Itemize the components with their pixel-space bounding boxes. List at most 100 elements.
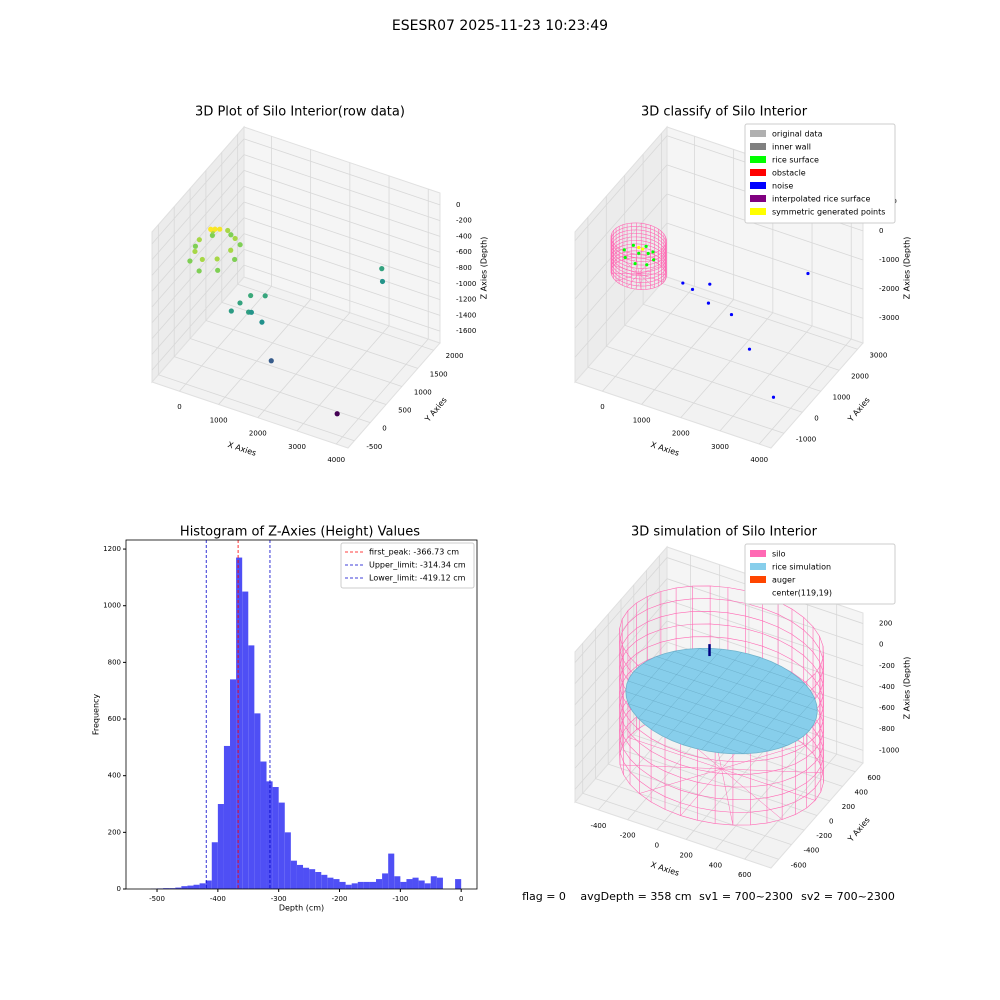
grid-line [243,264,441,332]
bar [199,883,206,889]
bar [187,885,194,889]
bar [303,867,310,889]
bar [193,884,200,889]
bar [260,761,267,889]
bar [163,888,170,889]
data-point [237,300,243,306]
grid-line [574,578,668,684]
y-axis-label: Y Axies [423,396,449,425]
rice-mesh [674,651,815,699]
grid-line [257,312,351,418]
bar [169,888,176,889]
z-tick-label: -1000 [879,746,899,754]
data-point [192,243,199,249]
x-tick-label: 3000 [711,443,729,451]
x-tick-label: -100 [392,895,408,903]
grid-line [608,763,805,831]
legend-label: original data [772,130,823,139]
grid-line [179,285,272,392]
grid-line [666,599,864,667]
z-tick-label: -200 [456,217,472,225]
grid-line [243,233,441,300]
legend-swatch [750,576,766,583]
z-tick-label: -1000 [879,256,899,264]
grid-line [574,164,668,271]
x-tick-label: -200 [620,832,636,840]
legend-swatch [750,169,766,176]
x-tick-label: 4000 [750,456,768,464]
legend-label: inner wall [772,143,811,152]
y-tick-label: 2000 [851,372,869,380]
bar [394,876,401,889]
x-axis-label: X Axies [227,440,258,458]
grid-line [151,138,245,245]
x-tick-label: 200 [679,851,692,859]
y-tick-label: 800 [108,658,121,666]
y-tick-label: 0 [829,818,833,826]
legend-box [744,543,896,605]
data-point [334,411,340,417]
legend-swatch [750,208,766,215]
data-point [622,248,626,252]
grid-line [633,734,830,802]
x-axis-label: X Axies [650,860,681,878]
data-point [690,287,695,292]
legend-label: interpolated rice surface [772,195,870,204]
data-point [637,251,641,255]
silo-wireframe [636,257,639,274]
grid-line [243,170,441,237]
data-point [225,227,231,234]
data-point [232,256,238,263]
y-tick-label: 600 [108,715,121,723]
data-point [747,347,752,351]
z-tick-label: -400 [456,232,472,240]
chart-title: 3D simulation of Silo Interior [631,525,818,540]
data-point [212,226,218,232]
y-tick-label: -1000 [796,435,816,443]
bar [242,591,249,889]
bar [248,645,255,889]
z-tick-label: -3000 [879,314,899,322]
z-tick-label: 0 [456,201,460,209]
x-tick-label: 1000 [210,416,228,424]
data-point [196,268,202,274]
z-tick-label: 0 [879,227,883,235]
legend-label: Lower_limit: -419.12 cm [369,574,466,583]
bar [436,877,443,889]
data-point [641,247,645,251]
y-tick-label: 600 [867,774,880,782]
chart-title: Histogram of Z-Axies (Height) Values [180,525,420,540]
y-tick-label: 1000 [414,388,432,396]
grid-line [574,135,668,242]
grid-line [624,324,821,392]
grid-line [243,185,441,253]
chart-title: 3D Plot of Silo Interior(row data) [195,105,405,120]
grid-line [595,778,792,846]
y-tick-label: 400 [855,788,868,796]
y-tick-label: 1500 [430,370,448,378]
z-tick-label: -800 [879,725,895,733]
legend-label: noise [772,182,793,191]
data-point [652,258,656,262]
data-point [248,309,254,315]
x-tick-label: 1000 [633,416,651,424]
silo-wireframe [638,273,664,283]
z-tick-label: -800 [456,264,472,272]
x-tick-label: -300 [271,895,287,903]
x-tick-label: 0 [177,403,181,411]
silo-wireframe [613,265,639,274]
bar [223,745,231,889]
y-tick-label: -400 [803,847,819,855]
bar [278,802,285,889]
grid-line [666,578,864,646]
footer-text: sv1 = 700~2300 [699,890,793,903]
z-tick-label: -1400 [456,311,476,319]
bar [412,877,419,889]
rice-mesh [633,671,810,731]
silo-wireframe [638,260,651,274]
y-tick-label: -600 [791,861,807,869]
footer-text: sv2 = 700~2300 [801,890,895,903]
legend-label: rice surface [772,156,819,165]
z-axis-label: Z Axies (Depth) [903,657,912,720]
data-point [248,292,254,299]
